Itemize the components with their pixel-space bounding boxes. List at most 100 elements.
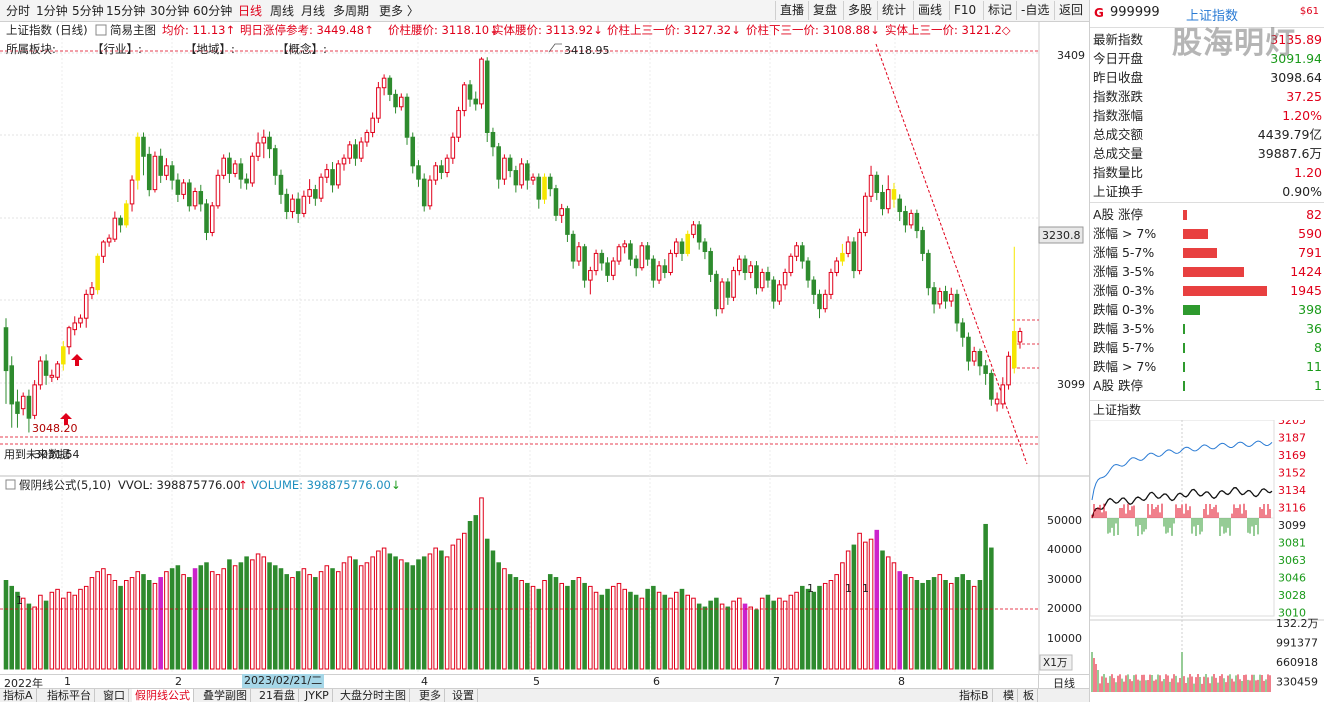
- mini-price-label: 3028: [1278, 589, 1306, 602]
- candle-body: [645, 245, 650, 260]
- volume-bar: [662, 594, 668, 670]
- mini-intraday-chart[interactable]: 3205 3187 3169 3152 3134 3116 3099 3081 3063 3046…: [1090, 420, 1324, 702]
- candle-body: [897, 198, 902, 213]
- volume-bar: [673, 591, 679, 670]
- candle-body: [141, 136, 146, 157]
- candle-body: [61, 346, 66, 365]
- volume-marker: 1: [845, 582, 852, 595]
- period-tab-multi[interactable]: 多周期: [333, 4, 370, 18]
- period-tab-15min[interactable]: 15分钟: [106, 4, 146, 18]
- kline-chart-area[interactable]: 上证指数 (日线) 简易主图 均价: 11.13↑ 明日涨停参考: 3449.48…: [0, 22, 1089, 674]
- breadth-bar: [1183, 381, 1185, 391]
- remove-watchlist-button[interactable]: -自选: [1016, 1, 1053, 20]
- candle-body: [948, 293, 954, 302]
- template-label[interactable]: 简易主图: [110, 23, 156, 37]
- volume-bar: [645, 588, 650, 670]
- volume-bar: [960, 574, 965, 670]
- quote-stat-row: 总成交量 39887.6万: [1090, 144, 1324, 163]
- candle-body: [811, 279, 817, 295]
- mini-price-label: 3081: [1278, 537, 1306, 550]
- volume-bar: [106, 574, 112, 670]
- volume-bar: [908, 577, 914, 670]
- tab-settings[interactable]: 设置: [449, 689, 478, 702]
- candle-body: [227, 157, 232, 174]
- breadth-value: 82: [1306, 207, 1322, 222]
- volume-bar: [851, 544, 857, 670]
- period-tab-daily[interactable]: 日线: [238, 4, 263, 18]
- tab-21-watch[interactable]: 21看盘: [256, 689, 299, 702]
- candle-body: [834, 260, 839, 273]
- volume-bar: [439, 550, 444, 670]
- tab-jykp[interactable]: JYKP: [302, 689, 333, 702]
- candle-body: [192, 191, 198, 207]
- candle-body: [662, 265, 668, 273]
- stats-button[interactable]: 统计: [877, 1, 910, 20]
- tab-indicator-platform[interactable]: 指标平台: [44, 689, 95, 702]
- mini-chart-lines: [1091, 440, 1273, 692]
- volume-bar: [301, 568, 307, 670]
- candle-body: [628, 243, 633, 260]
- period-tab-5min[interactable]: 5分钟: [72, 4, 104, 18]
- volume-bar: [9, 585, 15, 670]
- period-tab-monthly[interactable]: 月线: [301, 4, 326, 18]
- tab-market-intraday[interactable]: 大盘分时主图: [337, 689, 410, 702]
- period-tab-fenshi[interactable]: 分时: [6, 4, 31, 18]
- quote-stat-value: 3091.94: [1270, 51, 1322, 66]
- candle-body: [112, 217, 118, 240]
- volume-bar: [656, 591, 662, 670]
- tab-template[interactable]: 模: [1000, 689, 1018, 702]
- tab-indicator-a[interactable]: 指标A: [0, 689, 37, 702]
- multi-stock-button[interactable]: 多股: [843, 1, 876, 20]
- draw-line-button[interactable]: 画线: [913, 1, 946, 20]
- quote-stat-row: 上证换手 0.90%: [1090, 182, 1324, 201]
- breadth-row: 跌幅 5-7% 8: [1090, 338, 1324, 357]
- period-tab-weekly[interactable]: 周线: [270, 4, 295, 18]
- volume-bar: [364, 562, 370, 670]
- back-button[interactable]: 返回: [1054, 1, 1087, 20]
- candle-body: [914, 212, 920, 232]
- tab-overlay-sub[interactable]: 叠学副图: [200, 689, 251, 702]
- candle-body: [358, 141, 364, 159]
- tab-indicator-b[interactable]: 指标B: [956, 689, 993, 702]
- breadth-value: 1424: [1290, 264, 1322, 279]
- volume-bar: [393, 556, 398, 670]
- volume-formula-title[interactable]: 假阴线公式(5,10): [19, 478, 111, 492]
- volume-bar: [335, 571, 341, 670]
- candle-body: [146, 153, 152, 191]
- volume-bar: [742, 603, 748, 670]
- period-tab-1min[interactable]: 1分钟: [36, 4, 68, 18]
- kline-chart[interactable]: 上证指数 (日线) 简易主图 均价: 11.13↑ 明日涨停参考: 3449.48…: [0, 22, 1089, 674]
- period-tab-30min[interactable]: 30分钟: [150, 4, 190, 18]
- tab-window[interactable]: 窗口: [100, 689, 129, 702]
- f10-button[interactable]: F10: [949, 1, 980, 20]
- volume-bar: [891, 562, 897, 670]
- volume-bar: [519, 580, 524, 670]
- candle-body: [977, 351, 983, 367]
- tab-fake-yin-formula[interactable]: 假阴线公式: [132, 689, 194, 702]
- formula-icon[interactable]: [5, 479, 16, 490]
- period-tab-60min[interactable]: 60分钟: [193, 4, 233, 18]
- volume-bar: [444, 556, 450, 670]
- region-label: 【地域】:: [185, 42, 235, 56]
- cursor-date: 2023/02/21/二: [242, 674, 325, 688]
- period-tab-more[interactable]: 更多 〉: [379, 4, 419, 18]
- candle-body: [748, 265, 754, 273]
- breadth-value: 791: [1298, 245, 1322, 260]
- review-button[interactable]: 复盘: [808, 1, 841, 20]
- tab-more[interactable]: 更多: [416, 689, 445, 702]
- template-icon[interactable]: [95, 24, 107, 36]
- quote-stat-label: 总成交额: [1093, 127, 1144, 142]
- tab-board[interactable]: 板: [1020, 689, 1038, 702]
- stock-name[interactable]: 上证指数: [1186, 9, 1239, 24]
- volume-bar: [754, 609, 759, 670]
- quote-stat-value: 3135.89: [1270, 32, 1322, 47]
- candle-body: [622, 243, 627, 248]
- volume-bar: [926, 580, 931, 670]
- candle-body: [845, 241, 851, 254]
- mark-button[interactable]: 标记: [983, 1, 1016, 20]
- volume-bar: [181, 574, 186, 670]
- live-button[interactable]: 直播: [775, 1, 808, 20]
- mini-price-label: 3010: [1278, 607, 1306, 620]
- breadth-value: 398: [1298, 302, 1322, 317]
- daily-period-button[interactable]: 日线: [1038, 675, 1089, 691]
